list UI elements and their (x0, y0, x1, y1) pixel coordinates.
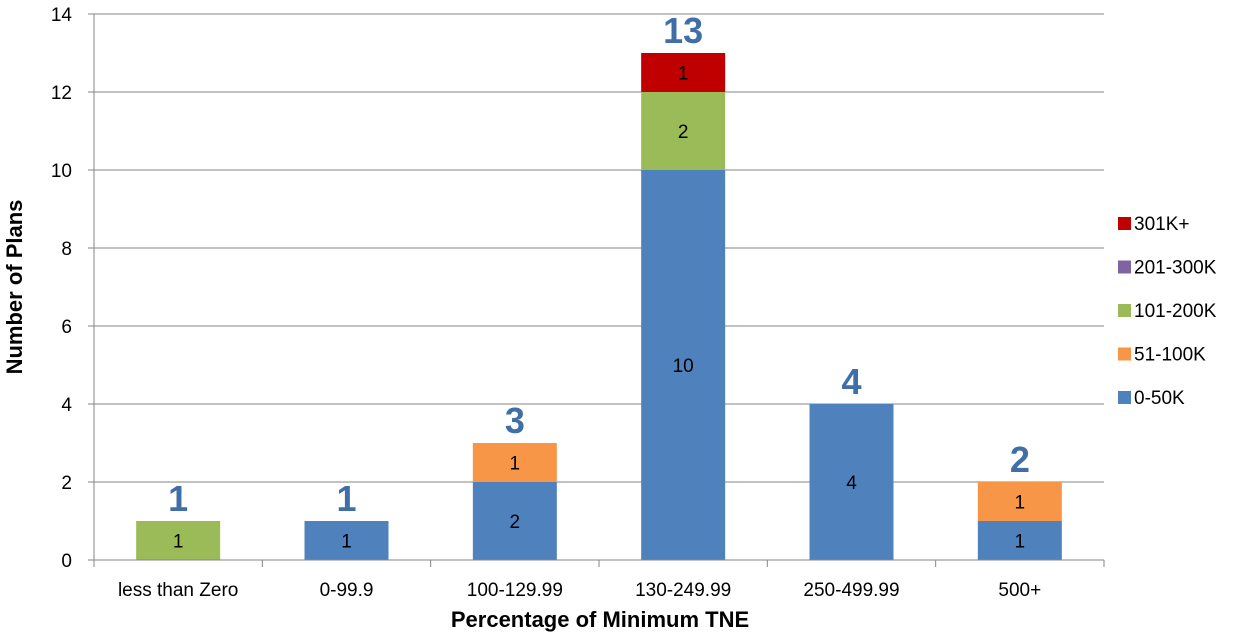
x-tick-label: 100-129.99 (467, 580, 563, 601)
legend-label: 0-50K (1134, 388, 1185, 409)
legend-label: 201-300K (1134, 258, 1217, 279)
bar-segment (977, 482, 1062, 521)
y-tick-label: 2 (61, 473, 72, 494)
y-tick-label: 12 (51, 83, 72, 104)
gridlines (94, 13, 1104, 483)
bar-segment (304, 521, 389, 560)
x-tick-label: 130-249.99 (635, 580, 731, 601)
y-tick-labels: 0 2 4 6 8 10 12 14 (51, 5, 73, 572)
bar-segment (977, 521, 1062, 560)
total-label: 3 (505, 400, 525, 441)
legend-swatch (1118, 304, 1131, 317)
y-tick-label: 10 (51, 161, 72, 182)
y-tick-label: 8 (61, 239, 72, 260)
segment-value-label: 1 (1015, 532, 1026, 553)
legend-label: 101-200K (1134, 301, 1217, 322)
x-tick-label: 250-499.99 (803, 580, 899, 601)
total-label: 13 (663, 10, 703, 51)
segment-value-label: 1 (1015, 493, 1026, 514)
bar-segment (641, 92, 726, 170)
segment-value-label: 1 (510, 454, 521, 475)
x-tick-label: 0-99.9 (320, 580, 374, 601)
legend-label: 51-100K (1134, 345, 1206, 366)
bar-segment (641, 170, 726, 560)
bar-segment (472, 482, 557, 560)
y-axis-title: Number of Plans (2, 200, 27, 375)
y-tick-label: 0 (61, 551, 72, 572)
x-tick-label: 500+ (998, 580, 1041, 601)
segment-value-label: 1 (678, 64, 689, 85)
bar-segment (641, 53, 726, 92)
segment-value-label: 2 (510, 512, 521, 533)
bar-segment (472, 443, 557, 482)
total-label: 1 (168, 478, 188, 519)
bar-segment (809, 404, 894, 560)
segment-value-label: 2 (678, 122, 689, 143)
y-tick-label: 6 (61, 317, 72, 338)
bar-segment (136, 521, 221, 560)
legend-swatch (1118, 391, 1131, 404)
y-tick-label: 14 (51, 5, 73, 26)
bars: 1 1 2 1 10 2 1 4 1 1 (136, 53, 1062, 560)
legend: 301K+ 201-300K 101-200K 51-100K 0-50K (1118, 214, 1217, 409)
segment-value-label: 1 (341, 532, 352, 553)
legend-swatch (1118, 347, 1131, 361)
y-tick-label: 4 (61, 395, 72, 416)
total-label: 4 (841, 361, 861, 402)
axes (88, 13, 1105, 567)
total-label: 1 (336, 478, 356, 519)
segment-value-label: 1 (173, 532, 184, 553)
legend-swatch (1118, 217, 1131, 230)
segment-value-label: 10 (673, 356, 694, 377)
x-axis-title: Percentage of Minimum TNE (451, 607, 749, 632)
segment-value-label: 4 (846, 473, 857, 494)
x-tick-labels: less than Zero 0-99.9 100-129.99 130-249.99… (118, 580, 1041, 601)
total-label: 2 (1010, 439, 1030, 480)
legend-label: 301K+ (1134, 214, 1189, 235)
x-tick-label: less than Zero (118, 580, 238, 601)
legend-swatch (1118, 260, 1131, 274)
